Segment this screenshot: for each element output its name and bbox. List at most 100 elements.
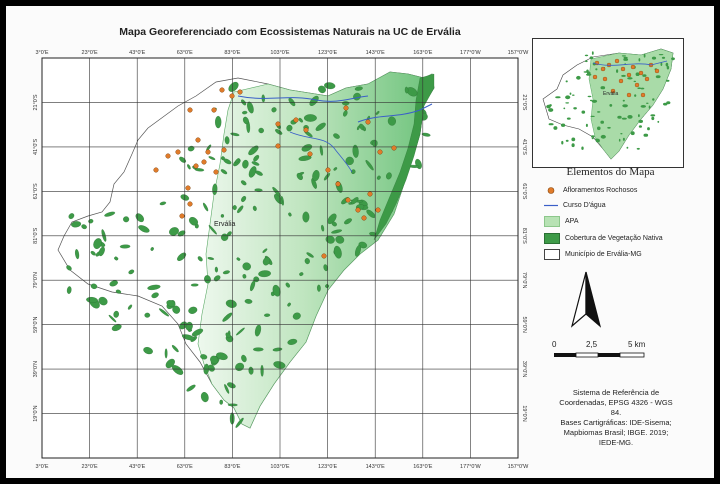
inset-vegetation-patch bbox=[581, 110, 586, 114]
vegetation-patch bbox=[325, 284, 330, 289]
inset-apa bbox=[588, 48, 674, 160]
vegetation-patch bbox=[71, 221, 82, 228]
inset-vegetation-patch bbox=[623, 58, 629, 61]
legend-item-outcrops: Afloramentos Rochosos bbox=[544, 186, 637, 195]
inset-vegetation-patch bbox=[618, 138, 621, 142]
rock-outcrop-dot bbox=[229, 93, 235, 99]
rock-outcrop-dot bbox=[391, 145, 397, 151]
rock-outcrop-dot bbox=[175, 149, 181, 155]
north-arrow-icon bbox=[570, 271, 602, 328]
coordinate-tick-label: 143°0'E bbox=[366, 50, 385, 56]
rock-outcrop-dot bbox=[211, 107, 217, 113]
vegetation-patch bbox=[274, 193, 283, 205]
vegetation-patch bbox=[220, 214, 225, 218]
inset-vegetation-patch bbox=[561, 123, 566, 127]
vegetation-patch bbox=[333, 133, 340, 139]
vegetation-patch bbox=[296, 172, 303, 181]
eastern-forest-band bbox=[373, 73, 435, 241]
coordinate-tick-label: 59°0'N bbox=[33, 316, 39, 332]
rock-outcrop-dot bbox=[187, 107, 193, 113]
vegetation-patch bbox=[287, 302, 291, 307]
vegetation-patch bbox=[119, 244, 131, 249]
inset-vegetation-patch bbox=[591, 135, 595, 138]
inset-vegetation-patch bbox=[646, 102, 649, 104]
vegetation-patch bbox=[333, 167, 338, 171]
vegetation-patch bbox=[306, 252, 314, 258]
vegetation-patch bbox=[104, 211, 116, 217]
rock-outcrop-dot bbox=[193, 163, 199, 169]
vegetation-patch bbox=[187, 145, 195, 152]
inset-vegetation-patch bbox=[651, 56, 657, 60]
inset-vegetation-patch bbox=[576, 75, 581, 80]
coordinate-tick-label: 83°0'E bbox=[224, 464, 240, 470]
vegetation-patch bbox=[262, 248, 268, 253]
coordinate-tick-label: 23°0'E bbox=[82, 464, 98, 470]
inset-outcrop-dot bbox=[592, 74, 598, 80]
vegetation-patch bbox=[75, 249, 80, 260]
vegetation-patch bbox=[194, 168, 205, 172]
vegetation-patch bbox=[164, 348, 168, 359]
coordinate-tick-label: 83°0'E bbox=[224, 50, 240, 56]
white-fill-icon bbox=[544, 249, 560, 260]
vegetation-patch bbox=[351, 197, 359, 205]
inset-vegetation-patch bbox=[597, 126, 601, 131]
rock-outcrop-dot bbox=[375, 207, 381, 213]
coordinate-tick-label: 63°0'E bbox=[177, 464, 193, 470]
vegetation-patch bbox=[86, 297, 98, 303]
vegetation-patch bbox=[421, 132, 431, 137]
vegetation-patch bbox=[323, 172, 331, 181]
vegetation-patch bbox=[200, 354, 208, 360]
inset-vegetation-patch bbox=[638, 119, 643, 123]
vegetation-patch bbox=[171, 345, 179, 353]
vegetation-patch bbox=[319, 145, 324, 156]
vegetation-patch bbox=[240, 180, 247, 186]
vegetation-patch bbox=[166, 300, 176, 307]
vegetation-patch bbox=[235, 417, 244, 428]
vegetation-patch bbox=[108, 314, 117, 323]
inset-vegetation-patch bbox=[589, 99, 593, 102]
inset-vegetation-patch bbox=[655, 75, 661, 79]
inset-vegetation-patch bbox=[627, 115, 633, 119]
vegetation-patch bbox=[210, 355, 219, 364]
vegetation-patch bbox=[188, 306, 198, 314]
rock-outcrop-dot bbox=[307, 151, 313, 157]
inset-outcrop-dot bbox=[630, 64, 636, 70]
inset-vegetation-patch bbox=[623, 56, 628, 60]
blue-line-icon bbox=[544, 201, 558, 210]
inset-vegetation-patch bbox=[548, 108, 554, 112]
rock-outcrop-dot bbox=[187, 201, 193, 207]
vegetation-patch bbox=[222, 312, 233, 322]
inset-outcrop-dot bbox=[626, 92, 632, 98]
inset-outcrop-dot bbox=[654, 68, 660, 74]
vegetation-patch bbox=[158, 308, 170, 317]
vegetation-patch bbox=[181, 334, 195, 341]
inset-vegetation-patch bbox=[609, 104, 613, 107]
vegetation-patch bbox=[327, 213, 337, 225]
rock-outcrop-dot bbox=[153, 167, 159, 173]
legend-label: Afloramentos Rochosos bbox=[563, 187, 638, 194]
rock-outcrop-dot bbox=[275, 143, 281, 149]
inset-vegetation-patch bbox=[626, 146, 629, 149]
coordinate-tick-label: 43°0'E bbox=[129, 464, 145, 470]
inset-vegetation-patch bbox=[642, 74, 647, 77]
coordinate-tick-label: 61°0'S bbox=[521, 183, 527, 199]
vegetation-patch bbox=[232, 205, 237, 211]
vegetation-patch bbox=[301, 144, 313, 152]
vegetation-patch bbox=[98, 296, 108, 306]
vegetation-patch bbox=[252, 205, 257, 212]
vegetation-patch bbox=[248, 166, 257, 178]
coordinate-tick-label: 103°0'E bbox=[270, 464, 289, 470]
coordinate-tick-label: 157°0'W bbox=[508, 50, 529, 56]
credits-line: Coordenadas, EPSG 4326 - WGS bbox=[559, 398, 673, 407]
rock-outcrop-dot bbox=[179, 213, 185, 219]
dark-green-fill-icon bbox=[544, 233, 560, 244]
rock-outcrop-dot bbox=[237, 89, 243, 95]
vegetation-patch bbox=[186, 384, 196, 392]
vegetation-patch bbox=[386, 172, 392, 180]
vegetation-patch bbox=[355, 244, 361, 257]
vegetation-patch bbox=[169, 227, 179, 236]
coordinate-tick-label: 61°0'S bbox=[33, 183, 39, 199]
vegetation-patch bbox=[147, 284, 161, 291]
inset-vegetation-patch bbox=[617, 115, 622, 119]
inset-vegetation-patch bbox=[640, 87, 645, 90]
